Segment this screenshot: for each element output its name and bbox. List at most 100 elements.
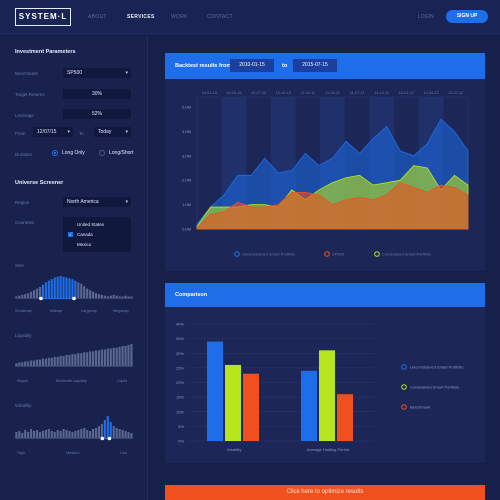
range-handle-min (39, 296, 43, 301)
histogram-bar (94, 428, 98, 438)
x-category-label: Average Holding Period (307, 447, 349, 452)
to-date-select[interactable]: Today ▾ (94, 127, 131, 137)
volatility-histogram[interactable] (15, 412, 133, 446)
histogram-bar (118, 429, 121, 438)
histogram-bar (15, 363, 18, 366)
histogram-bar (103, 420, 106, 438)
histogram-bar (80, 283, 83, 298)
histogram-bar (15, 296, 18, 298)
backtest-header: Backtest results from 2010-01-15 to 2015… (165, 53, 485, 79)
histogram-bar (109, 348, 112, 366)
histogram-bar (21, 433, 24, 438)
long-only-radio[interactable] (52, 150, 58, 156)
nav-services[interactable]: SERVICES (127, 14, 155, 20)
y-tick-label: 40% (176, 322, 184, 327)
checkbox-checked-icon[interactable]: ✓ (68, 232, 73, 237)
histogram-bar (33, 431, 36, 438)
histogram-bar (77, 353, 80, 366)
liquidity-histogram[interactable] (15, 340, 133, 374)
nav-contact[interactable]: CONTACT (207, 14, 233, 20)
y-tick-label: 20% (176, 380, 184, 385)
histogram-bar (100, 349, 103, 366)
y-tick-label: 25% (176, 365, 184, 370)
x-tick-label: 11-10-11 (374, 91, 389, 95)
histogram-bar (30, 360, 33, 366)
histogram-bar (24, 361, 27, 366)
x-tick-label: 12-04-12 (423, 91, 438, 95)
nav-about[interactable]: ABOUT (88, 14, 107, 20)
y-tick-label: 0.0M (182, 227, 191, 232)
histogram-bar (62, 276, 65, 298)
histogram-bar (24, 294, 27, 298)
histogram-bar (80, 353, 83, 366)
histogram-bar (71, 279, 74, 298)
nav-work[interactable]: WORK (171, 14, 188, 20)
from-date-select[interactable]: 12/07/15 ▾ (33, 127, 73, 137)
bar (319, 350, 335, 441)
histogram-bar (50, 431, 53, 438)
histogram-bar (50, 279, 53, 298)
optimize-results-button[interactable]: Click here to optimize results (165, 485, 485, 500)
countries-list[interactable]: United States ✓ Canada Mexico (63, 217, 131, 252)
x-tick-label: 11-01-11 (301, 91, 316, 95)
country-united-states[interactable]: United States (77, 222, 105, 227)
from-label: From (15, 131, 26, 136)
histogram-bar (77, 282, 80, 298)
login-link[interactable]: LOGIN (418, 14, 434, 20)
histogram-bar (115, 347, 118, 366)
histogram-bar (86, 288, 89, 298)
chevron-down-icon: ▾ (125, 199, 128, 205)
backtest-title: Backtest results from (175, 63, 232, 69)
histogram-bar (83, 352, 86, 366)
histogram-bar (77, 430, 80, 438)
backtest-to-date[interactable]: 2015-07-15 (293, 59, 337, 72)
x-tick-label: 12-01-12 (399, 91, 414, 95)
size-tick-smallcap: Small/cap (15, 309, 32, 313)
y-tick-label: 0% (178, 439, 184, 444)
histogram-bar (83, 428, 86, 438)
leverage-label: Leverage (15, 113, 34, 118)
benchmark-select[interactable]: SP500 ▾ (63, 68, 131, 78)
logo[interactable]: SYSTEM·L (15, 8, 71, 26)
histogram-bar (100, 294, 103, 298)
histogram-bar (100, 424, 103, 438)
size-histogram[interactable] (15, 272, 133, 306)
histogram-bar (118, 296, 121, 298)
chevron-down-icon: ▾ (125, 129, 128, 135)
legend-label: Unconstrained Smart Portfolio (410, 365, 464, 370)
histogram-bar (106, 416, 109, 438)
histogram-bar (56, 430, 59, 438)
histogram-bar (38, 432, 42, 438)
comparison-panel: Comparison 0% 5% 10% 15% 20% 25% 30% 35% 40% Vola… (165, 283, 485, 463)
histogram-bar (62, 429, 65, 438)
legend-marker (401, 364, 407, 370)
histogram-bar (112, 347, 115, 366)
region-label: Region (15, 200, 30, 205)
histogram-bar (62, 355, 65, 366)
x-tick-label: 12-07-12 (448, 91, 463, 95)
histogram-bar (47, 429, 50, 438)
x-tick-label: 10-01-15 (202, 91, 217, 95)
volatility-tick-medium: Medium (66, 451, 80, 455)
histogram-bar (21, 294, 24, 298)
histogram-bar (94, 350, 98, 366)
target-return-input[interactable]: 30% (63, 89, 131, 99)
long-short-radio[interactable] (99, 150, 105, 156)
histogram-bar (92, 429, 95, 438)
liquidity-tick-illiquid: Illiquid (17, 379, 28, 383)
country-mexico[interactable]: Mexico (77, 242, 92, 247)
region-value: North America (67, 199, 99, 205)
histogram-bar (35, 359, 39, 366)
histogram-bar (130, 344, 133, 366)
chevron-down-icon: ▾ (67, 129, 70, 135)
histogram-bar (103, 349, 106, 366)
signup-button[interactable]: SIGN UP (446, 10, 488, 23)
region-select[interactable]: North America ▾ (63, 197, 131, 207)
to-date-value: Today (98, 129, 112, 135)
leverage-input[interactable]: 52% (63, 109, 131, 119)
y-tick-label: 35% (176, 336, 184, 341)
country-canada[interactable]: Canada (77, 232, 93, 237)
backtest-from-date[interactable]: 2010-01-15 (230, 59, 274, 72)
histogram-bar (41, 358, 44, 366)
histogram-bar (38, 359, 42, 366)
